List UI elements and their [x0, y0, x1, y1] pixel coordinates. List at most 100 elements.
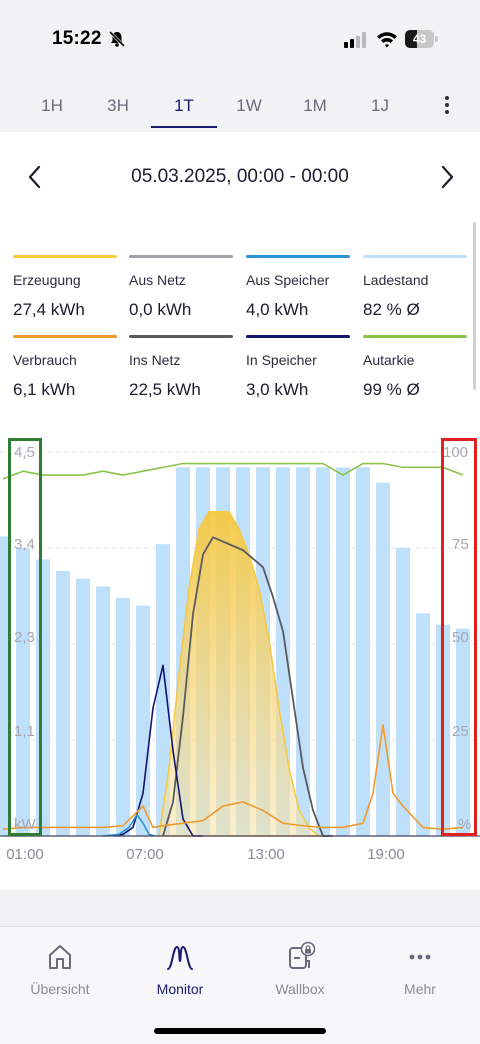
y-right-tick: 25	[452, 723, 469, 740]
ladestand-bar	[136, 605, 150, 836]
home-icon	[49, 945, 71, 969]
tab-1j[interactable]: 1J	[371, 96, 389, 115]
ladestand-bar	[356, 467, 370, 836]
ladestand-bar	[0, 536, 10, 836]
tab-1m[interactable]: 1M	[303, 96, 327, 115]
nav-monitor[interactable]: Monitor	[125, 941, 235, 997]
cellular-signal-icon	[344, 32, 366, 48]
aus-speicher-line	[102, 813, 156, 837]
y-left-tick: kW	[14, 816, 36, 833]
monitor-curve-icon	[167, 945, 193, 970]
y-left-tick: 4,5	[14, 444, 35, 461]
ladestand-bar	[296, 467, 310, 836]
legend-value: 22,5 kWh	[129, 380, 201, 399]
legend-value: 82 % Ø	[363, 300, 420, 319]
legend-label: Autarkie	[363, 352, 415, 368]
chart-plot-area	[0, 451, 480, 837]
nav-label: Wallbox	[275, 981, 325, 997]
date-navigation: 05.03.2025, 00:00 - 00:00	[0, 150, 480, 204]
ladestand-bar	[96, 586, 110, 836]
legend-line	[363, 335, 467, 338]
nav-label: Übersicht	[30, 981, 90, 997]
bottom-navigation: Übersicht Monitor Wallbox	[0, 926, 480, 1044]
nav-label: Mehr	[404, 981, 436, 997]
legend-label: Erzeugung	[13, 272, 81, 288]
legend-value: 99 % Ø	[363, 380, 420, 399]
x-tick: 01:00	[6, 846, 44, 863]
verbrauch-line	[2, 724, 464, 830]
ladestand-bar	[156, 544, 170, 836]
ladestand-bar	[76, 578, 90, 836]
legend-label: Ladestand	[363, 272, 429, 288]
ladestand-bar	[16, 548, 30, 836]
ladestand-bar	[376, 482, 390, 836]
legend-value: 3,0 kWh	[246, 380, 309, 399]
x-tick: 19:00	[367, 846, 405, 863]
nav-mehr[interactable]: Mehr	[365, 941, 475, 997]
legend-aus-speicher: Aus Speicher 4,0 kWh	[246, 255, 350, 320]
y-left-tick: 3,4	[14, 536, 35, 553]
more-options-icon[interactable]	[440, 96, 454, 116]
y-right-tick: 50	[452, 629, 469, 646]
legend-value: 6,1 kWh	[13, 380, 76, 399]
ladestand-bar	[396, 548, 410, 836]
more-dots-icon	[409, 954, 431, 960]
tab-3h[interactable]: 3H	[107, 96, 129, 115]
legend-autarkie: Autarkie 99 % Ø	[363, 335, 467, 400]
legend-ladestand: Ladestand 82 % Ø	[363, 255, 467, 320]
tab-1t[interactable]: 1T	[174, 96, 194, 115]
legend-line	[13, 255, 117, 258]
legend-label: Ins Netz	[129, 352, 181, 368]
ladestand-bar	[416, 613, 430, 836]
x-tick: 07:00	[126, 846, 164, 863]
ladestand-bar	[456, 628, 470, 836]
active-tab-indicator	[151, 126, 217, 128]
left-axis-highlight-box	[8, 438, 42, 836]
tab-1h[interactable]: 1H	[41, 96, 63, 115]
legend-erzeugung: Erzeugung 27,4 kWh	[13, 255, 117, 320]
legend-line	[129, 255, 233, 258]
status-time: 15:22	[52, 28, 102, 49]
ladestand-bar	[316, 467, 330, 836]
y-right-tick: %	[458, 816, 472, 833]
home-indicator	[154, 1028, 326, 1034]
legend-line	[246, 335, 350, 338]
legend-value: 0,0 kWh	[129, 300, 192, 319]
legend-in-speicher: In Speicher 3,0 kWh	[246, 335, 350, 400]
nav-ubersicht[interactable]: Übersicht	[5, 941, 115, 997]
battery-percentage: 43	[412, 32, 427, 46]
content-footer-band	[0, 890, 480, 926]
battery-icon: 43	[405, 30, 439, 48]
scroll-indicator	[473, 222, 476, 390]
energy-chart[interactable]: 4,5 3,4 2,3 1,1 kW 100 75 50 25 % 01:00 …	[0, 436, 480, 872]
legend-aus-netz: Aus Netz 0,0 kWh	[129, 255, 233, 320]
legend-verbrauch: Verbrauch 6,1 kWh	[13, 335, 117, 400]
legend-label: Verbrauch	[13, 352, 77, 368]
wallbox-locked-icon	[289, 941, 316, 969]
legend-line	[246, 255, 350, 258]
autarkie-line	[2, 462, 464, 480]
legend-line	[13, 335, 117, 338]
legend-line	[363, 255, 467, 258]
legend-label: In Speicher	[246, 352, 317, 368]
date-range: 05.03.2025, 00:00 - 00:00	[131, 166, 349, 187]
legend-label: Aus Netz	[129, 272, 186, 288]
bell-muted-icon	[108, 30, 126, 48]
wifi-icon	[377, 32, 397, 48]
ladestand-bar	[56, 571, 70, 836]
right-axis-highlight-box	[441, 438, 477, 836]
nav-wallbox[interactable]: Wallbox	[245, 941, 355, 997]
tab-1w[interactable]: 1W	[236, 96, 262, 115]
legend-label: Aus Speicher	[246, 272, 330, 288]
legend-ins-netz: Ins Netz 22,5 kWh	[129, 335, 233, 400]
legend-value: 27,4 kWh	[13, 300, 85, 319]
next-day-icon[interactable]	[434, 162, 458, 192]
nav-label: Monitor	[156, 981, 204, 997]
status-bar: 15:22 43	[0, 0, 480, 78]
ladestand-bar	[116, 597, 130, 836]
y-right-tick: 100	[443, 444, 469, 461]
y-right-tick: 75	[452, 536, 469, 553]
previous-day-icon[interactable]	[24, 162, 48, 192]
y-left-tick: 2,3	[14, 629, 35, 646]
